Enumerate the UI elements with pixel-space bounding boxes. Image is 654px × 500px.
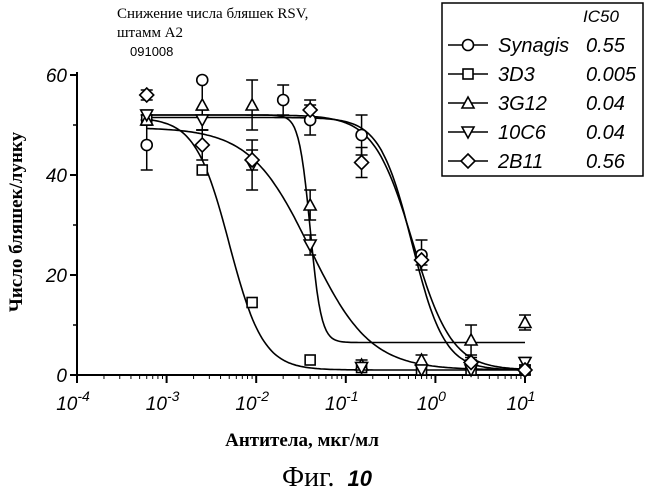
caption-number: 10	[347, 466, 372, 491]
legend-header: IC50	[583, 7, 619, 26]
data-point-3d3	[247, 298, 257, 308]
x-tick-label: 10-2	[235, 388, 269, 415]
legend-ic50-value: 0.56	[586, 151, 626, 173]
data-point-10c6	[196, 115, 208, 126]
y-tick-label: 0	[56, 366, 67, 387]
x-tick-label: 101	[507, 388, 536, 415]
x-axis-label: Антитела, мкг/мл	[225, 430, 379, 451]
legend: IC50 Synagis 0.55 3D3 0.005 3G12 0.04 10C6 0.04…	[442, 3, 643, 176]
x-tick-label: 10-4	[56, 388, 90, 415]
data-point-synagis	[278, 95, 289, 106]
chart-header: Снижение числа бляшек RSV, штамм А2 0910…	[117, 6, 308, 59]
data-point-3g12	[519, 317, 531, 328]
legend-series-name: 2B11	[497, 151, 543, 173]
legend-marker-synagis	[463, 40, 474, 51]
y-tick-label: 60	[46, 66, 68, 87]
legend-series-name: 10C6	[498, 122, 547, 144]
y-axis-label: Число бляшек/лунку	[6, 131, 27, 312]
x-tick-label: 100	[417, 388, 446, 415]
chart-code: 091008	[130, 44, 173, 59]
data-point-3d3	[197, 165, 207, 175]
legend-ic50-value: 0.04	[586, 122, 625, 144]
data-point-3g12	[196, 99, 208, 110]
y-tick-label: 40	[46, 166, 68, 187]
data-point-synagis	[356, 130, 367, 141]
legend-series-name: 3D3	[498, 64, 535, 86]
data-point-2b11	[245, 153, 259, 167]
legend-marker-3d3	[463, 69, 473, 79]
figure-caption: Фиг. 10	[282, 462, 373, 493]
legend-ic50-value: 0.04	[586, 93, 625, 115]
data-point-3d3	[305, 355, 315, 365]
x-tick-label: 10-3	[146, 388, 180, 415]
chart-title: Снижение числа бляшек RSV,	[117, 6, 308, 22]
legend-series-name: 3G12	[498, 93, 547, 115]
svg-text:Фиг. 10: Фиг. 10	[282, 462, 373, 493]
chart-subtitle: штамм А2	[117, 25, 183, 41]
y-tick-label: 20	[45, 266, 68, 287]
legend-series-name: Synagis	[498, 35, 569, 57]
legend-ic50-value: 0.55	[586, 35, 626, 57]
data-point-synagis	[141, 140, 152, 151]
data-point-2b11	[355, 156, 369, 170]
x-tick-label: 10-1	[325, 388, 359, 415]
caption-prefix: Фиг.	[282, 462, 334, 493]
data-point-3g12	[465, 334, 477, 345]
data-point-10c6	[304, 240, 316, 251]
data-point-synagis	[197, 75, 208, 86]
data-point-3g12	[304, 199, 316, 210]
legend-ic50-value: 0.005	[586, 64, 637, 86]
data-point-3g12	[246, 99, 258, 110]
